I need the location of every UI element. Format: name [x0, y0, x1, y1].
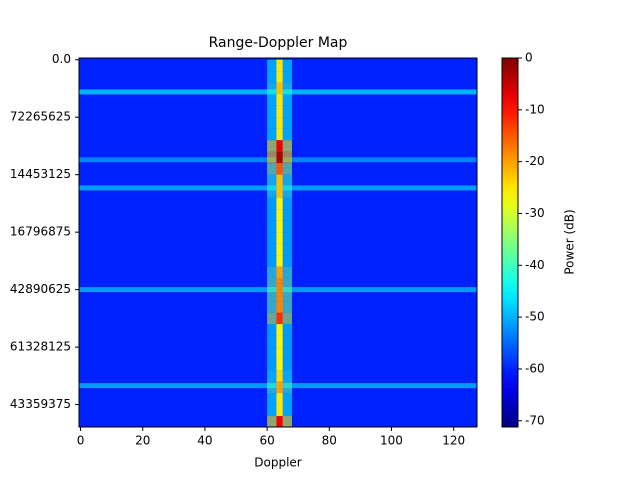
stripe-cell: [276, 289, 283, 302]
chart-title: Range-Doppler Map: [209, 35, 348, 51]
stripe-cell: [276, 381, 283, 394]
stripe-cell: [276, 301, 283, 313]
colorbar-tick-label: -50: [525, 310, 545, 324]
stripe-cell: [276, 370, 283, 382]
colorbar-tick-label: -70: [525, 413, 545, 427]
x-tick-label: 40: [197, 434, 212, 448]
colorbar-tick-label: -20: [525, 154, 545, 168]
y-tick-label: 72265625: [10, 110, 71, 124]
stripe-cell: [276, 140, 283, 152]
stripe-cell: [276, 117, 283, 129]
colorbar: [501, 57, 519, 428]
stripe-cell: [276, 71, 283, 83]
stripe-cell: [276, 232, 283, 244]
y-tick-label: 43359375: [10, 397, 71, 411]
colorbar-tick-label: 0: [525, 51, 533, 65]
x-tick-label: 60: [259, 434, 274, 448]
stripe-cell: [276, 209, 283, 221]
y-tick-label: 14453125: [10, 167, 71, 181]
stripe-cell: [276, 393, 283, 405]
stripe-cell: [276, 59, 283, 72]
stripe-cell: [276, 82, 283, 95]
x-tick-label: 100: [380, 434, 403, 448]
colorbar-tick-label: -60: [525, 361, 545, 375]
colorbar-tick-label: -40: [525, 258, 545, 272]
plot-frame: [78, 57, 478, 428]
x-axis-label: Doppler: [254, 456, 302, 470]
stripe-cell: [276, 151, 283, 164]
stripe-cell: [276, 347, 283, 359]
stripe-cell: [276, 105, 283, 118]
x-tick-label: 20: [135, 434, 150, 448]
x-tick-label: 120: [442, 434, 465, 448]
stripe-cell: [276, 266, 283, 279]
stripe-cell: [276, 255, 283, 267]
stripe-cell: [276, 335, 283, 348]
stripe-cell: [276, 312, 283, 325]
colorbar-tick-label: -30: [525, 206, 545, 220]
stripe-cell: [276, 220, 283, 233]
stripe-cell: [276, 404, 283, 417]
stripe-cell: [276, 358, 283, 371]
stripe-cell: [276, 163, 283, 175]
stripe-cell: [276, 174, 283, 187]
x-tick-label: 0: [77, 434, 85, 448]
stripe-cell: [276, 324, 283, 336]
y-tick-label: 16796875: [10, 225, 71, 239]
stripe-cell: [276, 94, 283, 106]
stripe-cell: [276, 243, 283, 256]
stripe-cell: [276, 416, 283, 427]
y-tick-label: 61328125: [10, 340, 71, 354]
stripe-cell: [276, 197, 283, 210]
stripe-cell: [276, 278, 283, 290]
y-tick-label: 42890625: [10, 282, 71, 296]
stripe-cell: [276, 128, 283, 141]
colorbar-tick-label: -10: [525, 102, 545, 116]
y-tick-label: 0.0: [52, 52, 71, 66]
colorbar-label: Power (dB): [563, 209, 577, 274]
x-tick-label: 80: [322, 434, 337, 448]
stripe-cell: [276, 186, 283, 198]
